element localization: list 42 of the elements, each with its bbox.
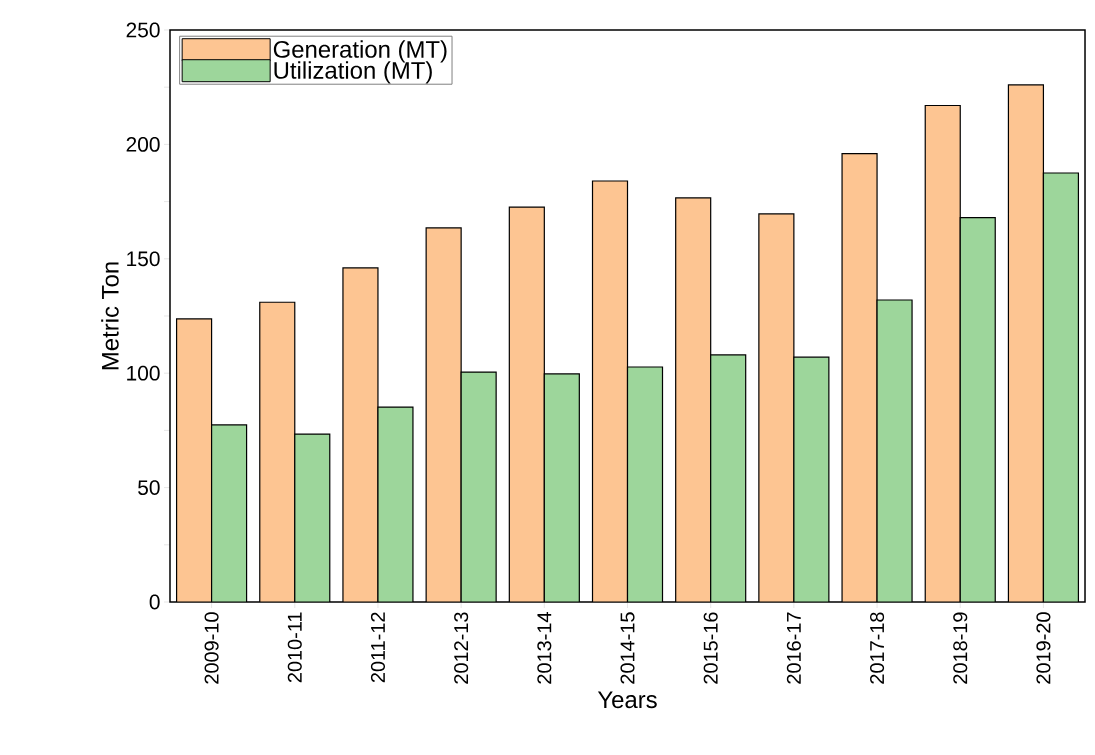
legend-label: Utilization (MT): [274, 61, 432, 84]
x-tick-label: 2012-13: [454, 612, 469, 684]
bar: [544, 373, 580, 602]
y-tick-label: 50: [138, 480, 160, 495]
bar: [176, 318, 212, 602]
bar: [842, 153, 878, 602]
bar: [342, 267, 378, 602]
bar: [211, 424, 247, 602]
bar: [259, 302, 295, 602]
x-tick-label: 2017-18: [870, 612, 885, 684]
bar: [960, 217, 996, 602]
x-tick-label: 2016-17: [786, 612, 801, 684]
bar: [592, 181, 628, 602]
y-axis-title: Metric Ton: [101, 262, 119, 370]
x-tick-label: 2015-16: [703, 612, 718, 684]
bar: [1007, 84, 1045, 602]
x-tick-label: 2014-15: [620, 612, 635, 684]
x-tick-label: 2009-10: [204, 612, 219, 684]
bar: [461, 372, 497, 602]
x-tick-label: 2019-20: [1036, 612, 1051, 684]
x-tick-label: 2018-19: [953, 612, 968, 684]
x-tick-label: 2011-12: [370, 612, 386, 683]
x-tick-label: 2010-11: [287, 612, 302, 683]
x-tick-label: 2013-14: [537, 612, 552, 684]
y-tick-label: 100: [127, 365, 160, 381]
bar: [1042, 172, 1080, 602]
bar: [925, 105, 961, 602]
bar: [426, 227, 462, 602]
bar: [758, 213, 794, 602]
x-axis-title: Years: [597, 691, 657, 709]
bar: [877, 299, 913, 602]
y-tick-label: 250: [126, 22, 160, 38]
y-tick-label: 200: [126, 136, 160, 152]
bar: [509, 207, 545, 602]
bar: [377, 407, 413, 602]
bar: [793, 357, 829, 602]
bar: [710, 354, 746, 602]
y-tick-label: 0: [149, 594, 160, 610]
bar: [627, 367, 663, 602]
bar: [294, 434, 330, 602]
y-tick-label: 150: [127, 251, 160, 267]
bar: [675, 197, 711, 602]
